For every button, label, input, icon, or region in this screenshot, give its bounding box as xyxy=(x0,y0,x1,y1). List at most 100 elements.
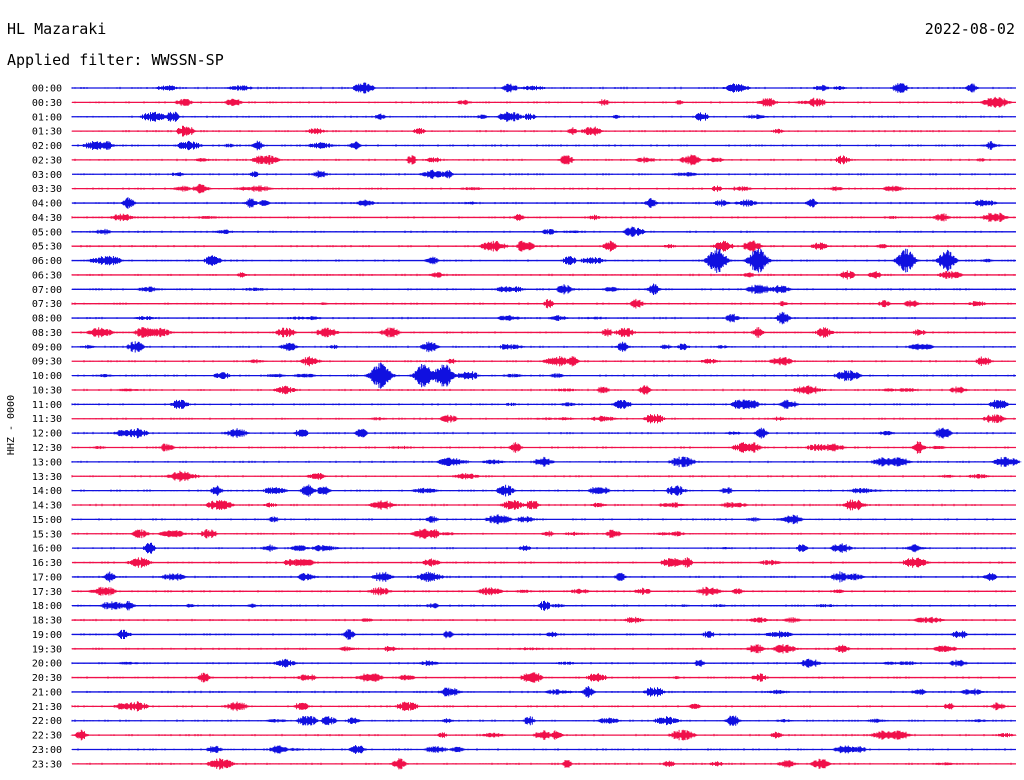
seismic-event xyxy=(749,427,773,439)
row-time-label: 16:30 xyxy=(32,558,62,569)
trace-activity xyxy=(71,327,1015,338)
trace-activity xyxy=(71,169,1015,179)
trace-activity xyxy=(71,758,1015,770)
seismic-event xyxy=(98,571,121,583)
row-time-label: 20:00 xyxy=(32,659,62,670)
trace-activity xyxy=(71,600,1015,611)
row-time-label: 03:00 xyxy=(32,170,62,181)
trace-activity xyxy=(71,199,1015,207)
trace-activity xyxy=(71,298,1012,309)
trace-activity xyxy=(71,629,1015,639)
row-time-label: 08:00 xyxy=(32,314,62,325)
row-time-label: 03:30 xyxy=(32,184,62,195)
trace-activity xyxy=(71,341,1015,353)
trace-activity xyxy=(71,399,1015,410)
trace-activity xyxy=(71,313,1015,323)
seismic-event xyxy=(642,283,666,295)
seismic-event xyxy=(608,114,624,119)
seismic-event xyxy=(424,364,461,387)
seismic-event xyxy=(720,715,745,726)
trace-activity xyxy=(71,154,1015,166)
seismic-event xyxy=(337,629,360,640)
seismic-event xyxy=(739,248,777,273)
seismic-event xyxy=(422,529,445,539)
row-time-label: 08:30 xyxy=(32,328,62,339)
row-time-label: 04:30 xyxy=(32,213,62,224)
seismic-event xyxy=(247,140,268,151)
seismic-event xyxy=(345,141,365,150)
trace-activity xyxy=(71,701,1015,712)
row-time-label: 20:30 xyxy=(32,673,62,684)
trace-activity xyxy=(71,385,1015,395)
trace-activity xyxy=(71,745,1012,754)
trace-activity xyxy=(71,284,1015,295)
row-time-label: 14:30 xyxy=(32,501,62,512)
seismic-event xyxy=(504,442,527,453)
row-time-label: 00:00 xyxy=(32,84,62,95)
row-time-label: 16:00 xyxy=(32,544,62,555)
seismic-event xyxy=(576,686,600,698)
row-time-label: 23:30 xyxy=(32,759,62,770)
row-time-label: 10:30 xyxy=(32,385,62,396)
seismic-event xyxy=(640,198,662,208)
trace-activity xyxy=(71,514,1015,525)
row-time-label: 07:30 xyxy=(32,299,62,310)
seismic-event xyxy=(545,730,568,740)
seismic-event xyxy=(961,83,983,93)
row-time-label: 22:00 xyxy=(32,716,62,727)
row-time-label: 01:00 xyxy=(32,112,62,123)
trace-activity xyxy=(71,616,1015,624)
seismic-event xyxy=(611,341,634,352)
seismic-event xyxy=(350,428,373,438)
trace-activity xyxy=(71,658,1015,668)
trace-activity xyxy=(71,226,1015,237)
seismic-event xyxy=(770,311,796,325)
row-time-label: 05:30 xyxy=(32,242,62,253)
seismic-event xyxy=(118,601,139,611)
trace-activity xyxy=(71,212,1015,222)
row-time-label: 19:00 xyxy=(32,630,62,641)
seismic-event xyxy=(698,248,736,273)
seismic-event xyxy=(671,100,687,105)
row-time-label: 02:30 xyxy=(32,155,62,166)
seismic-event xyxy=(95,141,118,150)
trace-activity xyxy=(71,499,1015,511)
station-name: HL Mazaraki xyxy=(7,20,107,38)
row-time-label: 06:00 xyxy=(32,256,62,267)
row-time-label: 10:00 xyxy=(32,371,62,382)
trace-activity xyxy=(71,557,1015,568)
row-time-label: 00:30 xyxy=(32,98,62,109)
trace-activity xyxy=(71,414,1015,424)
trace-activity xyxy=(71,542,1015,554)
row-time-label: 21:00 xyxy=(32,687,62,698)
filter-label: Applied filter: WWSSN-SP xyxy=(7,51,224,69)
row-time-label: 09:30 xyxy=(32,357,62,368)
trace-activity xyxy=(71,528,1015,539)
seismic-event xyxy=(801,198,822,208)
row-time-label: 18:00 xyxy=(32,601,62,612)
row-time-label: 14:00 xyxy=(32,486,62,497)
seismic-event xyxy=(930,249,964,272)
trace-activity xyxy=(71,644,1015,654)
seismic-event xyxy=(562,127,582,135)
row-time-label: 13:00 xyxy=(32,457,62,468)
trace-activity xyxy=(71,586,1015,596)
row-time-label: 11:00 xyxy=(32,400,62,411)
seismic-event xyxy=(360,362,400,389)
trace-activity xyxy=(71,687,1015,697)
trace-activity xyxy=(71,96,1015,108)
row-time-label: 22:30 xyxy=(32,731,62,742)
row-time-label: 04:00 xyxy=(32,199,62,210)
record-date: 2022-08-02 xyxy=(924,20,1015,38)
row-time-label: 11:30 xyxy=(32,414,62,425)
row-time-label: 01:30 xyxy=(32,127,62,138)
row-time-label: 23:00 xyxy=(32,745,62,756)
row-time-label: 06:30 xyxy=(32,270,62,281)
row-time-label: 15:30 xyxy=(32,529,62,540)
trace-activity xyxy=(71,183,1015,194)
seismic-event xyxy=(508,214,529,221)
trace-activity xyxy=(71,571,1015,583)
trace-activity xyxy=(71,427,1015,439)
row-time-label: 17:00 xyxy=(32,572,62,583)
seismic-event xyxy=(117,197,140,209)
